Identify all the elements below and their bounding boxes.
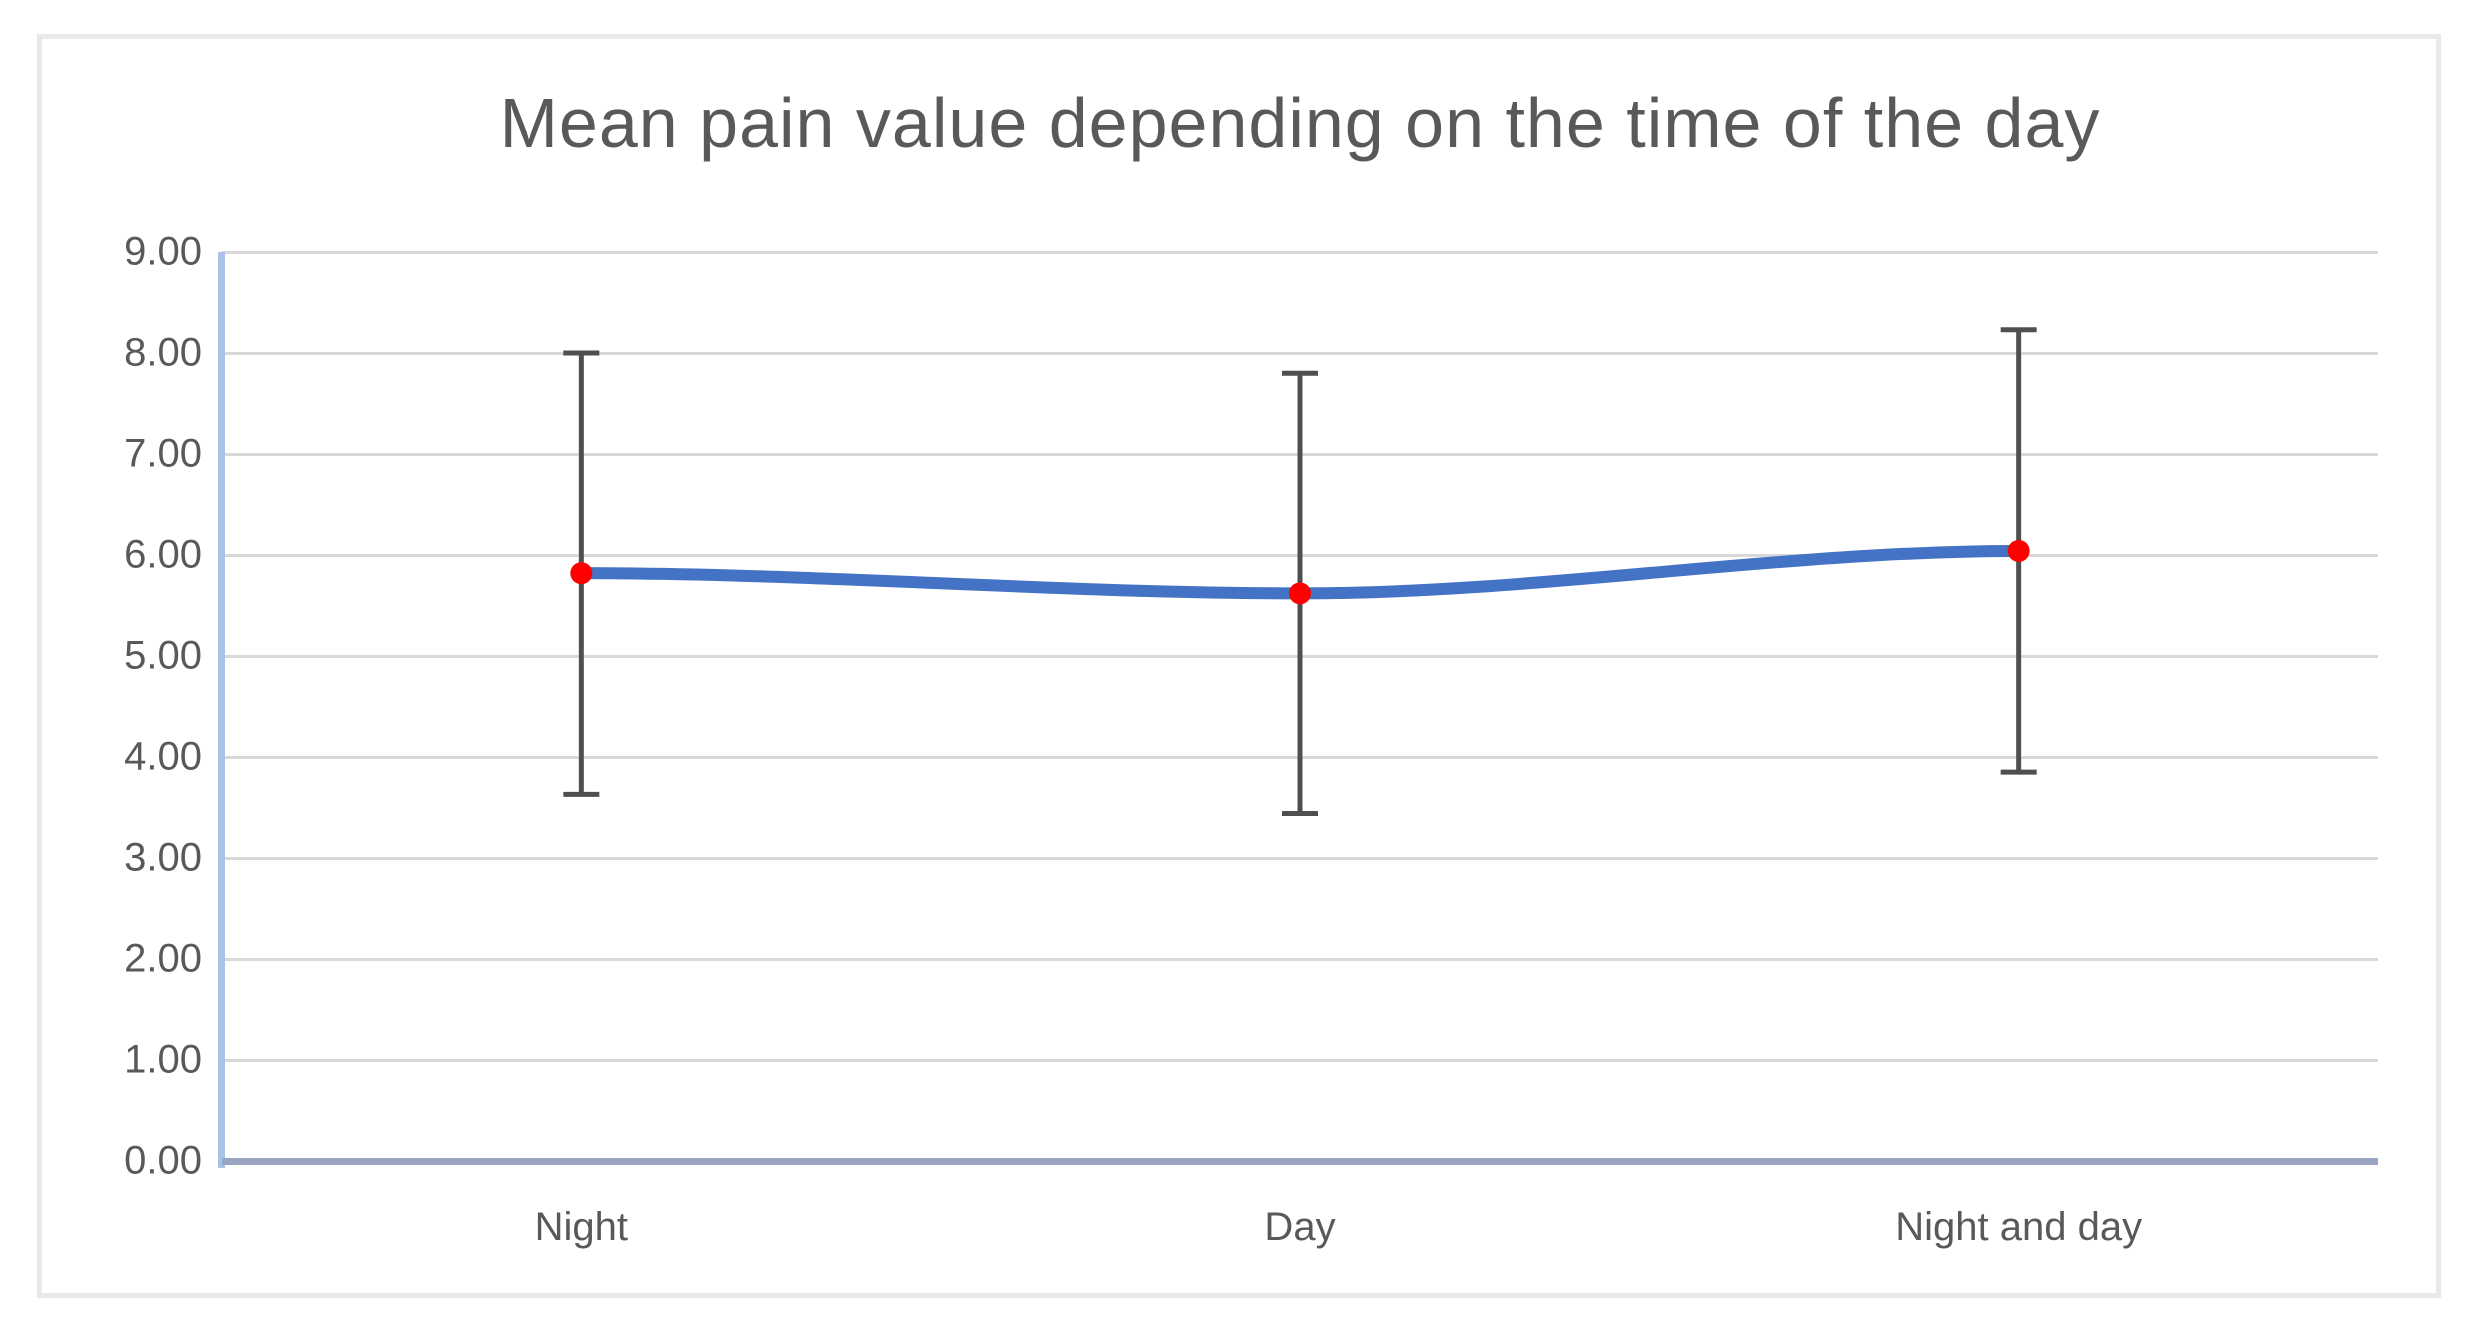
x-axis-line: [222, 1158, 2378, 1165]
plot-svg-wrap: [222, 252, 2378, 1161]
data-point-marker: [2007, 539, 2030, 562]
y-axis-tick-labels: 0.00 1.00 2.00 3.00 4.00 5.00 6.00 7.00 8.00 9.00: [50, 230, 202, 1183]
gridline: [222, 250, 2378, 254]
x-axis-category-label: Night and day: [1895, 1205, 2143, 1249]
plot-area: [218, 250, 2378, 1168]
data-point-marker: [570, 562, 593, 585]
y-axis-tick-label: 9.00: [124, 229, 202, 274]
y-axis-tick-label: 8.00: [124, 330, 202, 375]
gridline: [222, 856, 2378, 860]
gridline: [222, 1058, 2378, 1062]
y-axis-tick-label: 6.00: [124, 532, 202, 577]
y-axis-tick-label: 0.00: [124, 1138, 202, 1183]
y-axis-tick-label: 5.00: [124, 633, 202, 678]
gridline: [222, 957, 2378, 961]
y-axis-line: [218, 252, 225, 1168]
y-axis-tick-label: 4.00: [124, 734, 202, 779]
y-axis-tick-label: 7.00: [124, 431, 202, 476]
chart-frame: Mean pain value depending on the time of…: [37, 34, 2441, 1298]
data-point-marker: [1289, 582, 1311, 605]
y-axis-tick-label: 2.00: [124, 936, 202, 981]
x-axis-category-label: Day: [1264, 1205, 1336, 1249]
y-axis-tick-label: 1.00: [124, 1037, 202, 1082]
y-axis-tick-label: 3.00: [124, 835, 202, 880]
x-axis-category-label: Night: [534, 1205, 629, 1249]
gridline: [222, 351, 2378, 355]
plot-svg: [563, 327, 2037, 817]
x-axis-category-labels: Night Day Night and day: [222, 1205, 2378, 1265]
chart-title: Mean pain value depending on the time of…: [499, 84, 2101, 162]
